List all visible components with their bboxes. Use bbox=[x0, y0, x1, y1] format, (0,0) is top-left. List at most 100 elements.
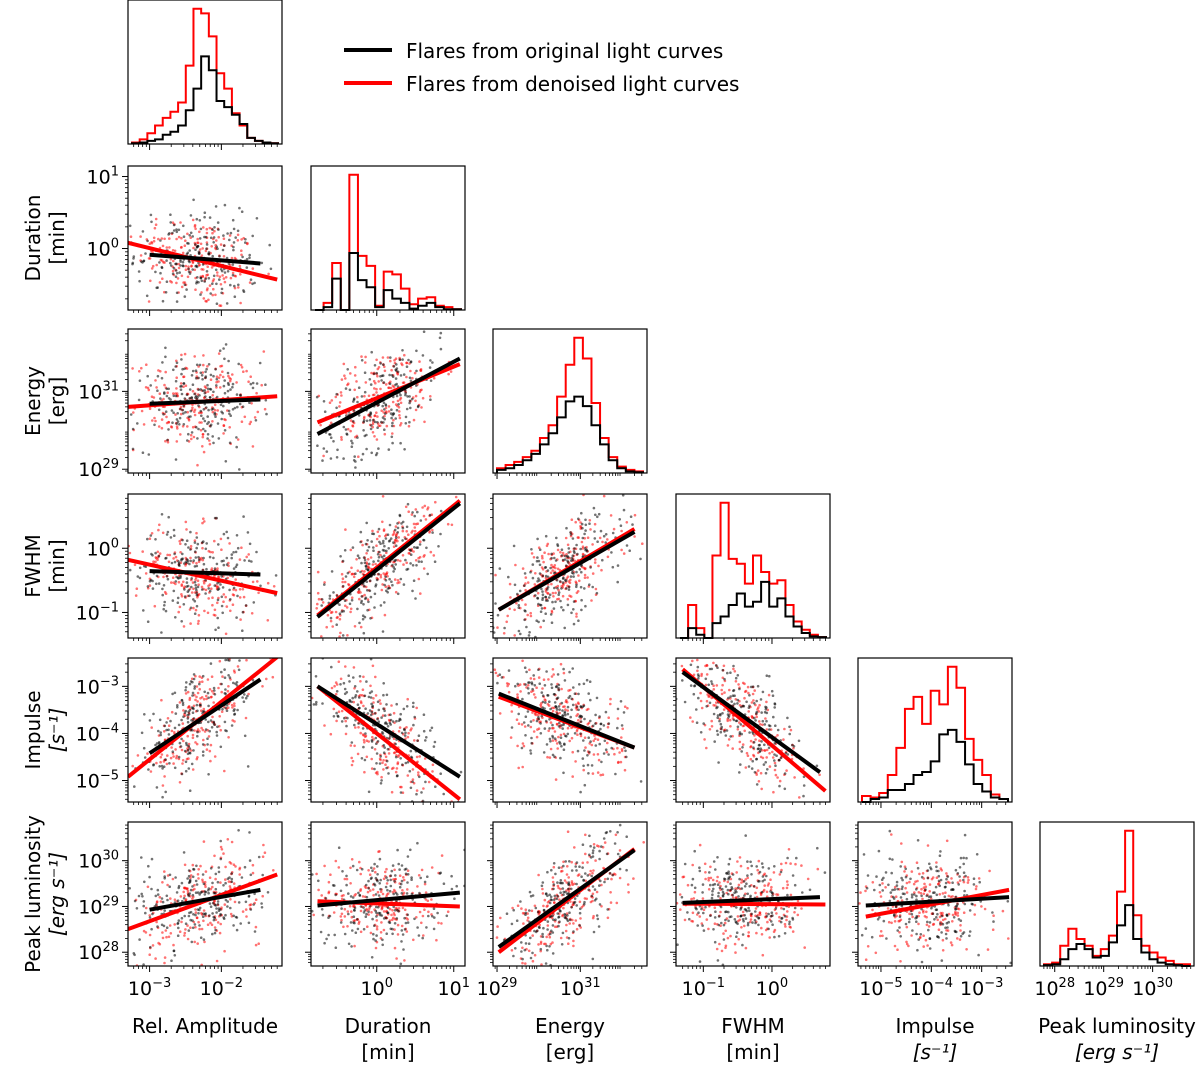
scatter-point-denoised bbox=[394, 525, 398, 528]
scatter-point-original bbox=[399, 441, 402, 445]
scatter-point-original bbox=[206, 422, 209, 426]
scatter-point-denoised bbox=[211, 715, 214, 719]
scatter-point-original bbox=[212, 556, 215, 560]
scatter-point-original bbox=[156, 374, 160, 378]
scatter-point-original bbox=[348, 680, 351, 683]
scatter-point-original bbox=[549, 566, 552, 570]
scatter-point-denoised bbox=[175, 237, 178, 241]
scatter-point-original bbox=[255, 217, 259, 220]
scatter-point-original bbox=[539, 603, 543, 607]
scatter-point-original bbox=[791, 743, 794, 747]
scatter-point-original bbox=[707, 683, 710, 687]
scatter-point-denoised bbox=[238, 588, 242, 591]
scatter-point-denoised bbox=[383, 432, 387, 436]
scatter-point-original bbox=[583, 783, 587, 787]
histogram-original bbox=[496, 395, 644, 474]
scatter-point-original bbox=[221, 411, 224, 415]
scatter-point-denoised bbox=[186, 690, 190, 694]
histogram-denoised bbox=[861, 665, 1009, 802]
scatter-point-denoised bbox=[583, 736, 587, 739]
scatter-point-denoised bbox=[532, 719, 535, 722]
scatter-point-denoised bbox=[818, 773, 821, 777]
scatter-point-original bbox=[155, 742, 159, 745]
scatter-point-denoised bbox=[454, 495, 458, 499]
scatter-point-original bbox=[583, 717, 586, 721]
scatter-point-original bbox=[213, 723, 216, 726]
scatter-point-original bbox=[388, 382, 392, 386]
scatter-point-original bbox=[172, 266, 176, 270]
scatter-point-original bbox=[163, 604, 166, 607]
scatter-point-original bbox=[223, 357, 226, 361]
scatter-point-original bbox=[541, 590, 544, 593]
scatter-point-denoised bbox=[200, 585, 204, 589]
scatter-point-denoised bbox=[372, 697, 375, 700]
scatter-point-original bbox=[233, 284, 236, 288]
scatter-point-original bbox=[408, 420, 411, 424]
scatter-point-denoised bbox=[152, 560, 155, 563]
scatter-point-denoised bbox=[535, 686, 538, 689]
scatter-point-denoised bbox=[244, 716, 248, 720]
scatter-point-denoised bbox=[209, 743, 213, 747]
fit-line-original bbox=[316, 501, 462, 619]
scatter-point-denoised bbox=[398, 398, 402, 401]
scatter-point-original bbox=[756, 684, 760, 688]
scatter-point-denoised bbox=[521, 765, 524, 769]
scatter-point-original bbox=[176, 412, 179, 415]
scatter-point-denoised bbox=[196, 237, 199, 241]
scatter-point-denoised bbox=[211, 293, 214, 297]
scatter-point-denoised bbox=[530, 552, 534, 555]
scatter-point-original bbox=[394, 536, 398, 539]
scatter-point-original bbox=[553, 701, 557, 704]
scatter-point-original bbox=[212, 441, 215, 445]
scatter-point-denoised bbox=[254, 925, 258, 929]
scatter-point-denoised bbox=[198, 421, 201, 424]
scatter-point-original bbox=[206, 437, 209, 440]
scatter-point-denoised bbox=[505, 620, 509, 624]
scatter-point-original bbox=[391, 720, 395, 723]
scatter-point-denoised bbox=[386, 356, 390, 359]
scatter-point-original bbox=[406, 567, 410, 571]
scatter-point-denoised bbox=[357, 726, 360, 729]
scatter-point-denoised bbox=[741, 681, 745, 685]
scatter-point-original bbox=[189, 409, 193, 413]
scatter-point-denoised bbox=[626, 706, 629, 710]
scatter-point-denoised bbox=[561, 594, 565, 598]
scatter-point-original bbox=[231, 273, 235, 277]
scatter-point-original bbox=[160, 266, 164, 270]
scatter-point-original bbox=[736, 725, 740, 729]
scatter-point-original bbox=[382, 381, 386, 384]
scatter-point-denoised bbox=[163, 237, 166, 241]
scatter-point-original bbox=[373, 712, 377, 715]
scatter-point-original bbox=[193, 550, 197, 553]
scatter-point-original bbox=[550, 683, 553, 686]
scatter-point-original bbox=[388, 523, 392, 527]
scatter-point-denoised bbox=[333, 684, 336, 688]
scatter-point-denoised bbox=[385, 424, 389, 428]
scatter-point-original bbox=[222, 234, 225, 237]
scatter-point-original bbox=[752, 740, 756, 744]
scatter-point-original bbox=[215, 395, 219, 399]
scatter-point-original bbox=[415, 564, 418, 567]
scatter-point-original bbox=[566, 705, 570, 709]
scatter-point-original bbox=[195, 588, 198, 592]
scatter-point-denoised bbox=[234, 588, 238, 592]
scatter-point-original bbox=[417, 734, 421, 737]
scatter-point-denoised bbox=[551, 569, 554, 572]
scatter-point-original bbox=[602, 752, 606, 755]
scatter-point-original bbox=[362, 745, 365, 749]
scatter-point-original bbox=[622, 711, 626, 714]
scatter-point-original bbox=[788, 725, 791, 729]
scatter-point-original bbox=[389, 718, 393, 722]
scatter-point-original bbox=[195, 591, 198, 595]
scatter-point-denoised bbox=[550, 611, 554, 614]
scatter-point-denoised bbox=[338, 635, 341, 638]
scatter-point-original bbox=[395, 719, 398, 723]
scatter-point-original bbox=[243, 559, 246, 562]
scatter-point-original bbox=[363, 584, 366, 588]
scatter-point-original bbox=[183, 295, 187, 298]
scatter-point-original bbox=[366, 539, 369, 542]
scatter-point-original bbox=[322, 447, 326, 450]
scatter-point-denoised bbox=[414, 399, 417, 403]
scatter-point-original bbox=[377, 572, 381, 576]
scatter-point-original bbox=[719, 730, 723, 734]
